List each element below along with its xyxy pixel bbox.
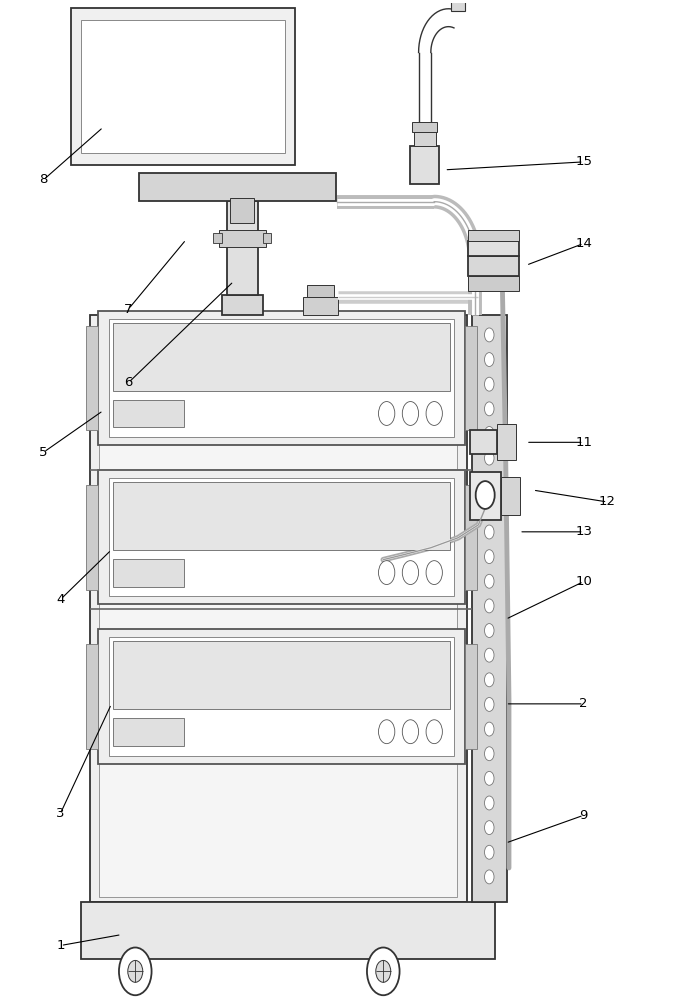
Circle shape bbox=[484, 821, 494, 835]
Bar bbox=[98, 470, 465, 604]
Bar bbox=[497, 424, 516, 460]
Circle shape bbox=[484, 599, 494, 613]
Bar bbox=[86, 326, 98, 430]
Text: 1: 1 bbox=[56, 939, 65, 952]
Circle shape bbox=[475, 481, 495, 509]
Bar bbox=[109, 637, 454, 756]
Text: 15: 15 bbox=[575, 155, 593, 168]
Bar bbox=[138, 173, 336, 201]
Bar bbox=[414, 132, 436, 146]
Bar bbox=[303, 297, 338, 315]
Circle shape bbox=[484, 870, 494, 884]
Bar bbox=[113, 641, 450, 709]
Circle shape bbox=[484, 722, 494, 736]
Circle shape bbox=[484, 427, 494, 440]
Bar bbox=[412, 122, 437, 132]
Bar bbox=[86, 644, 98, 749]
Bar bbox=[465, 326, 477, 430]
Circle shape bbox=[484, 574, 494, 588]
Bar bbox=[113, 559, 184, 587]
Circle shape bbox=[484, 747, 494, 761]
Circle shape bbox=[119, 948, 151, 995]
Bar bbox=[86, 485, 98, 589]
Bar bbox=[468, 230, 519, 241]
Bar bbox=[99, 320, 458, 897]
Bar bbox=[470, 472, 501, 520]
Bar bbox=[81, 902, 495, 959]
Text: 8: 8 bbox=[39, 173, 48, 186]
Circle shape bbox=[484, 673, 494, 687]
Circle shape bbox=[484, 525, 494, 539]
Bar bbox=[113, 718, 184, 746]
Circle shape bbox=[484, 402, 494, 416]
Bar bbox=[230, 198, 254, 223]
Bar bbox=[465, 644, 477, 749]
Circle shape bbox=[484, 377, 494, 391]
Circle shape bbox=[426, 561, 443, 585]
Bar bbox=[109, 478, 454, 596]
Bar bbox=[410, 146, 439, 184]
Text: 14: 14 bbox=[575, 237, 592, 250]
Circle shape bbox=[484, 328, 494, 342]
Circle shape bbox=[402, 561, 419, 585]
Circle shape bbox=[484, 697, 494, 711]
Circle shape bbox=[426, 402, 443, 425]
Text: 9: 9 bbox=[580, 809, 588, 822]
Circle shape bbox=[379, 561, 395, 585]
Text: 13: 13 bbox=[575, 525, 593, 538]
Bar bbox=[468, 241, 519, 256]
Bar bbox=[263, 233, 271, 243]
Bar bbox=[227, 201, 258, 295]
Bar bbox=[90, 315, 467, 902]
Bar bbox=[81, 20, 285, 153]
Bar bbox=[307, 285, 334, 297]
Text: 6: 6 bbox=[124, 376, 133, 389]
Bar bbox=[113, 482, 450, 550]
Circle shape bbox=[367, 948, 399, 995]
Bar bbox=[113, 323, 450, 391]
Circle shape bbox=[484, 796, 494, 810]
Bar bbox=[221, 295, 263, 315]
Circle shape bbox=[484, 500, 494, 514]
Circle shape bbox=[402, 720, 419, 744]
Text: 12: 12 bbox=[599, 495, 616, 508]
Circle shape bbox=[426, 720, 443, 744]
Bar bbox=[109, 319, 454, 437]
Bar bbox=[468, 256, 519, 276]
Circle shape bbox=[379, 402, 395, 425]
Text: 4: 4 bbox=[56, 593, 64, 606]
Circle shape bbox=[376, 960, 390, 982]
Text: 5: 5 bbox=[39, 446, 48, 459]
Circle shape bbox=[484, 550, 494, 564]
Circle shape bbox=[484, 451, 494, 465]
Text: 2: 2 bbox=[580, 697, 588, 710]
Circle shape bbox=[484, 353, 494, 367]
Circle shape bbox=[484, 771, 494, 785]
Bar bbox=[98, 629, 465, 764]
Bar bbox=[501, 477, 520, 515]
Bar bbox=[98, 311, 465, 445]
Circle shape bbox=[128, 960, 142, 982]
Bar bbox=[451, 0, 464, 11]
Text: 10: 10 bbox=[575, 575, 592, 588]
Circle shape bbox=[402, 402, 419, 425]
Text: 7: 7 bbox=[124, 303, 133, 316]
Circle shape bbox=[484, 845, 494, 859]
Text: 3: 3 bbox=[56, 807, 65, 820]
Circle shape bbox=[484, 476, 494, 490]
Bar bbox=[219, 230, 266, 247]
Bar bbox=[468, 276, 519, 291]
Circle shape bbox=[484, 624, 494, 638]
Circle shape bbox=[379, 720, 395, 744]
Bar bbox=[471, 315, 507, 902]
Bar bbox=[214, 233, 221, 243]
Circle shape bbox=[484, 648, 494, 662]
Text: 11: 11 bbox=[575, 436, 593, 449]
Bar bbox=[113, 400, 184, 427]
Bar bbox=[470, 430, 497, 454]
Bar bbox=[465, 485, 477, 589]
Bar bbox=[71, 8, 295, 165]
